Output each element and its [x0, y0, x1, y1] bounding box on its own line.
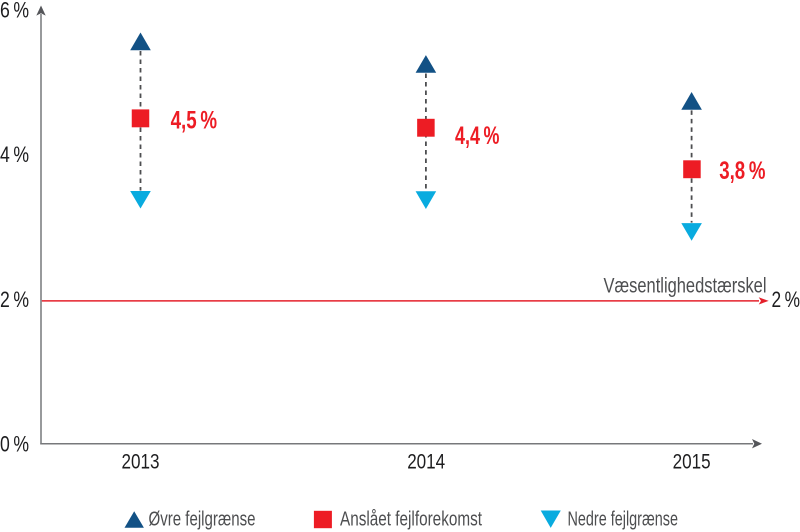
svg-text:2014: 2014: [407, 450, 445, 474]
svg-text:Øvre fejlgrænse: Øvre fejlgrænse: [149, 508, 256, 531]
svg-text:6 %: 6 %: [0, 0, 29, 23]
svg-text:Nedre fejlgrænse: Nedre fejlgrænse: [568, 508, 679, 531]
svg-text:2015: 2015: [673, 450, 711, 474]
svg-text:2013: 2013: [122, 450, 160, 474]
svg-text:0 %: 0 %: [0, 432, 29, 457]
svg-text:Anslået fejlforekomst: Anslået fejlforekomst: [340, 508, 482, 531]
svg-text:3,8 %: 3,8 %: [719, 157, 765, 185]
svg-text:2 %: 2 %: [0, 287, 29, 312]
svg-text:4,5 %: 4,5 %: [171, 107, 218, 135]
svg-text:4 %: 4 %: [0, 142, 29, 167]
svg-text:4,4 %: 4,4 %: [455, 122, 500, 150]
svg-text:2 %: 2 %: [772, 287, 800, 312]
svg-text:Væsentlighedstærskel: Væsentlighedstærskel: [604, 274, 767, 297]
